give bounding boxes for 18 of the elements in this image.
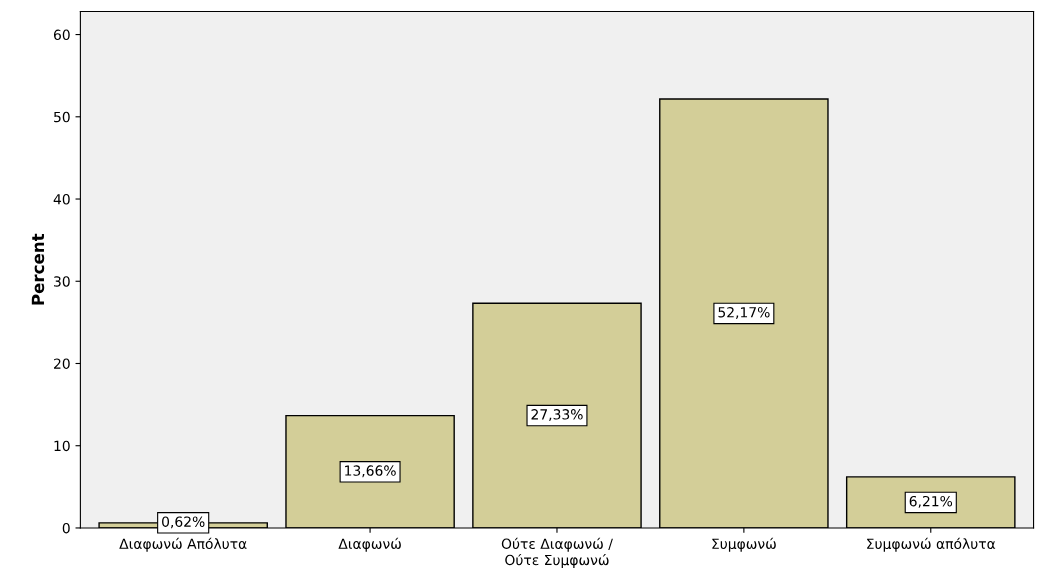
- data-label: 0,62%: [162, 516, 205, 529]
- data-label: 13,66%: [345, 465, 396, 478]
- x-tick-label: Διαφωνώ Απόλυτα: [119, 537, 247, 552]
- y-tick-label: 40: [53, 194, 70, 205]
- x-tick-label: Συμφωνώ απόλυτα: [867, 537, 996, 552]
- y-tick-label: 50: [54, 111, 70, 123]
- x-tick-label: Ούτε Διαφωνώ / Ούτε Συμφωνώ: [501, 537, 613, 568]
- x-tick-label: Διαφωνώ: [338, 537, 401, 552]
- y-tick-label: 20: [54, 358, 70, 369]
- y-tick-label: 0: [62, 522, 70, 534]
- x-tick-label: Συμφωνώ: [712, 537, 776, 552]
- data-label: 52,17%: [718, 306, 770, 319]
- data-label: 27,33%: [531, 409, 583, 422]
- y-tick-label: 60: [53, 29, 70, 41]
- y-tick-label: 10: [54, 440, 70, 452]
- y-axis-title: Percent: [31, 233, 45, 305]
- data-label: 6,21%: [909, 495, 953, 508]
- y-tick-label: 30: [54, 276, 70, 287]
